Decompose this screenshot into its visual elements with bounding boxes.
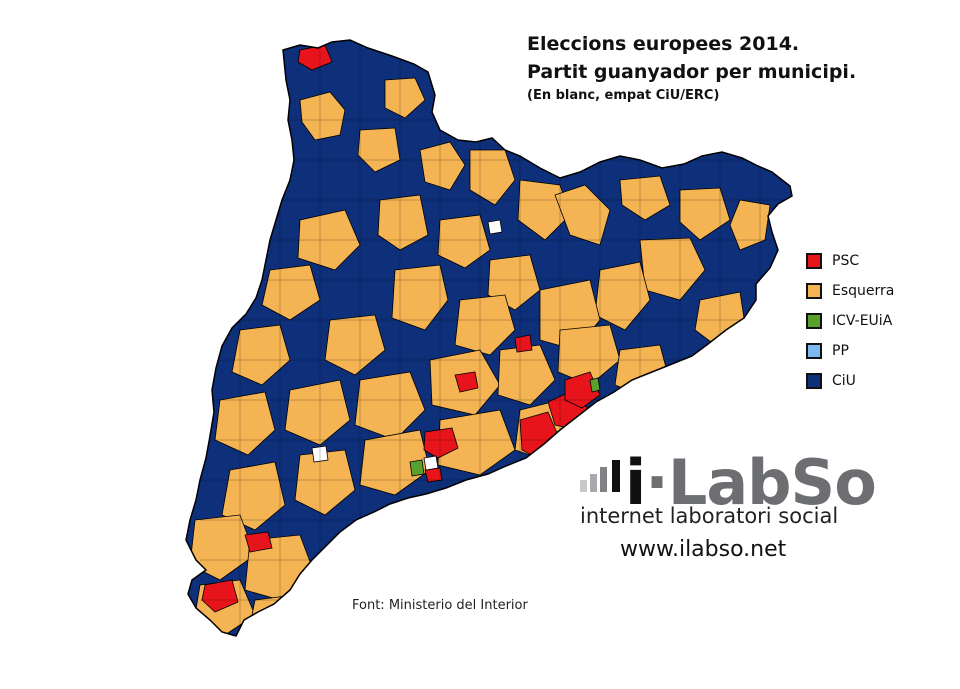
legend-swatch	[806, 313, 822, 329]
title-line-2: Partit guanyador per municipi.	[527, 61, 857, 83]
legend: PSC Esquerra ICV-EUiA PP CiU	[806, 246, 894, 396]
logo-prefix: i	[625, 446, 646, 519]
legend-item-pp: PP	[806, 336, 894, 366]
legend-swatch	[806, 253, 822, 269]
legend-item-icv: ICV-EUiA	[806, 306, 894, 336]
legend-label: PSC	[832, 253, 860, 269]
title-note: (En blanc, empat CiU/ERC)	[527, 88, 720, 103]
legend-item-psc: PSC	[806, 246, 894, 276]
legend-swatch	[806, 343, 822, 359]
legend-item-esquerra: Esquerra	[806, 276, 894, 306]
legend-label: PP	[832, 343, 849, 359]
legend-swatch	[806, 373, 822, 389]
ilabso-logo: i·LabSo internet laboratori social	[580, 448, 877, 532]
logo-main: LabSo	[667, 446, 877, 519]
legend-label: Esquerra	[832, 283, 895, 299]
map-title: Eleccions europees 2014. Partit guanyado…	[527, 30, 947, 103]
logo-tagline: internet laboratori social	[580, 504, 839, 528]
website-url: www.ilabso.net	[620, 537, 787, 562]
logo-wordmark: i·LabSo	[625, 446, 877, 519]
legend-item-ciu: CiU	[806, 366, 894, 396]
legend-label: CiU	[832, 373, 856, 389]
legend-label: ICV-EUiA	[832, 313, 893, 329]
signal-bars-icon	[580, 460, 620, 492]
data-source: Font: Ministerio del Interior	[352, 598, 528, 613]
legend-swatch	[806, 283, 822, 299]
title-line-1: Eleccions europees 2014.	[527, 33, 800, 55]
